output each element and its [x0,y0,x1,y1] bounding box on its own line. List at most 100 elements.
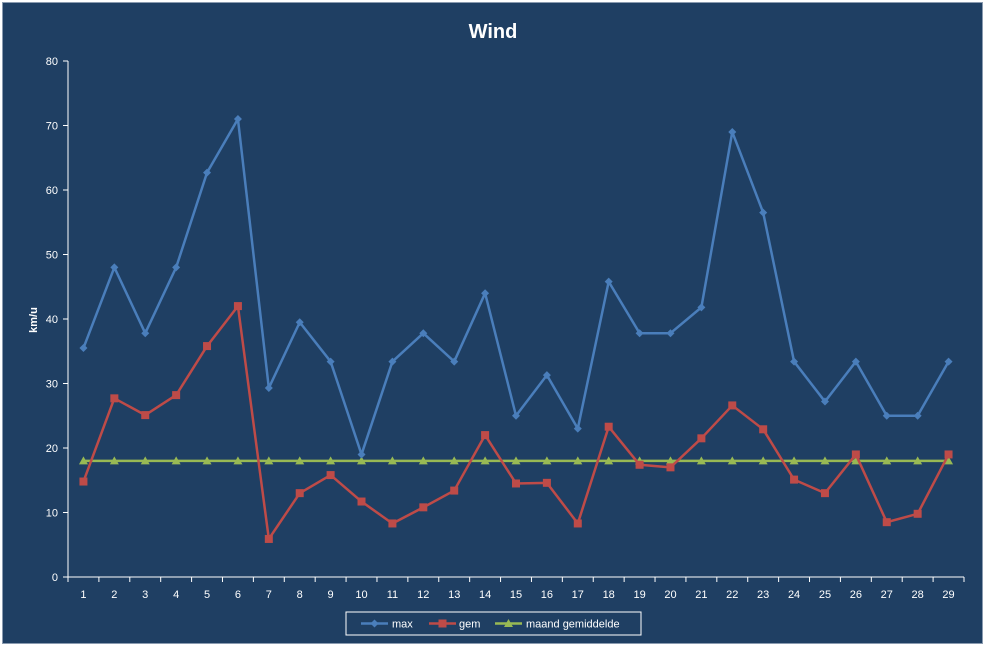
data-point-max [388,357,397,366]
data-point-max [326,357,335,366]
y-tick-label: 50 [46,250,58,262]
x-tick-label: 27 [881,589,893,601]
data-point-max [728,127,737,136]
data-point-max [697,303,706,312]
data-point-max [450,357,459,366]
legend-box [345,611,642,636]
legend: max gem maand gemiddelde [345,611,642,636]
data-point-gem [357,497,366,506]
data-point-maand-gemiddelde [480,456,490,465]
data-point-maand-gemiddelde [820,456,830,465]
x-tick-label: 29 [942,589,954,601]
data-point-gem [573,519,582,528]
data-point-maand-gemiddelde [789,456,799,465]
y-tick-label: 10 [46,508,58,520]
series-line-gem [82,304,950,541]
data-point-gem [481,431,490,440]
data-point-gem [110,394,119,403]
data-point-max [110,263,119,272]
data-point-gem [172,391,181,400]
data-point-max [141,329,150,338]
y-tick-label: 30 [46,379,58,391]
legend-marker-maand-gemiddelde [504,619,513,627]
data-point-gem [697,434,706,443]
data-point-gem [542,478,551,487]
x-tick-label: 6 [235,589,241,601]
chart-title: Wind [469,21,518,43]
series-maand-gemiddelde [78,456,954,465]
data-point-max [295,318,304,327]
data-point-gem [851,450,860,459]
data-point-max [666,329,675,338]
data-point-maand-gemiddelde [542,456,552,465]
x-tick-label: 20 [664,589,676,601]
data-point-gem [913,509,922,518]
data-point-max [542,371,551,380]
data-point-max [481,289,490,298]
y-axis-label: km/u [28,307,40,333]
data-point-max [882,411,891,420]
x-tick-label: 8 [297,589,303,601]
x-tick-label: 19 [633,589,645,601]
x-tick-label: 11 [387,589,398,601]
data-point-maand-gemiddelde [511,456,521,465]
data-point-maand-gemiddelde [326,456,336,465]
data-point-maand-gemiddelde [696,456,706,465]
data-point-maand-gemiddelde [171,456,181,465]
data-point-max [944,357,953,366]
data-point-gem [450,486,459,495]
data-point-maand-gemiddelde [727,456,737,465]
series-line-max [82,117,950,456]
data-point-max [573,424,582,433]
x-tick-label: 28 [912,589,924,601]
data-point-max [759,208,768,217]
legend-marker-max [370,619,379,628]
x-tick-label: 12 [417,589,429,601]
x-tick-label: 26 [850,589,862,601]
data-point-maand-gemiddelde [233,456,243,465]
data-point-gem [604,422,613,431]
x-tick-label: 23 [757,589,769,601]
x-tick-label: 13 [448,589,460,601]
legend-label-max: max [392,619,413,631]
data-point-maand-gemiddelde [758,456,768,465]
x-tick-label: 1 [80,589,86,601]
x-tick-label: 2 [111,589,117,601]
data-point-maand-gemiddelde [913,456,923,465]
data-point-maand-gemiddelde [882,456,892,465]
data-point-maand-gemiddelde [202,456,212,465]
data-point-gem [790,475,799,484]
data-point-gem [203,342,212,351]
y-tick-label: 60 [46,185,58,197]
data-point-gem [295,489,304,498]
data-point-maand-gemiddelde [264,456,274,465]
x-tick-label: 17 [572,589,584,601]
data-point-gem [759,425,768,434]
data-point-maand-gemiddelde [665,456,675,465]
x-tick-label: 15 [510,589,522,601]
data-point-max [604,277,613,286]
x-tick-label: 14 [479,589,491,601]
x-tick-label: 7 [266,589,272,601]
x-tick-label: 22 [726,589,738,601]
data-point-max [79,344,88,353]
data-point-gem [141,411,150,420]
data-point-max [790,357,799,366]
legend-label-gem: gem [459,619,480,631]
data-point-maand-gemiddelde [387,456,397,465]
data-point-maand-gemiddelde [140,456,150,465]
data-point-gem [882,518,891,527]
x-tick-label: 9 [328,589,334,601]
data-point-gem [79,477,88,486]
data-point-max [635,329,644,338]
data-point-max [203,168,212,177]
data-point-gem [635,460,644,469]
data-point-maand-gemiddelde [357,456,367,465]
x-tick-label: 4 [173,589,179,601]
data-point-max [419,329,428,338]
x-tick-label: 5 [204,589,210,601]
data-point-gem [326,471,335,480]
data-point-maand-gemiddelde [944,456,954,465]
data-point-gem [666,463,675,472]
